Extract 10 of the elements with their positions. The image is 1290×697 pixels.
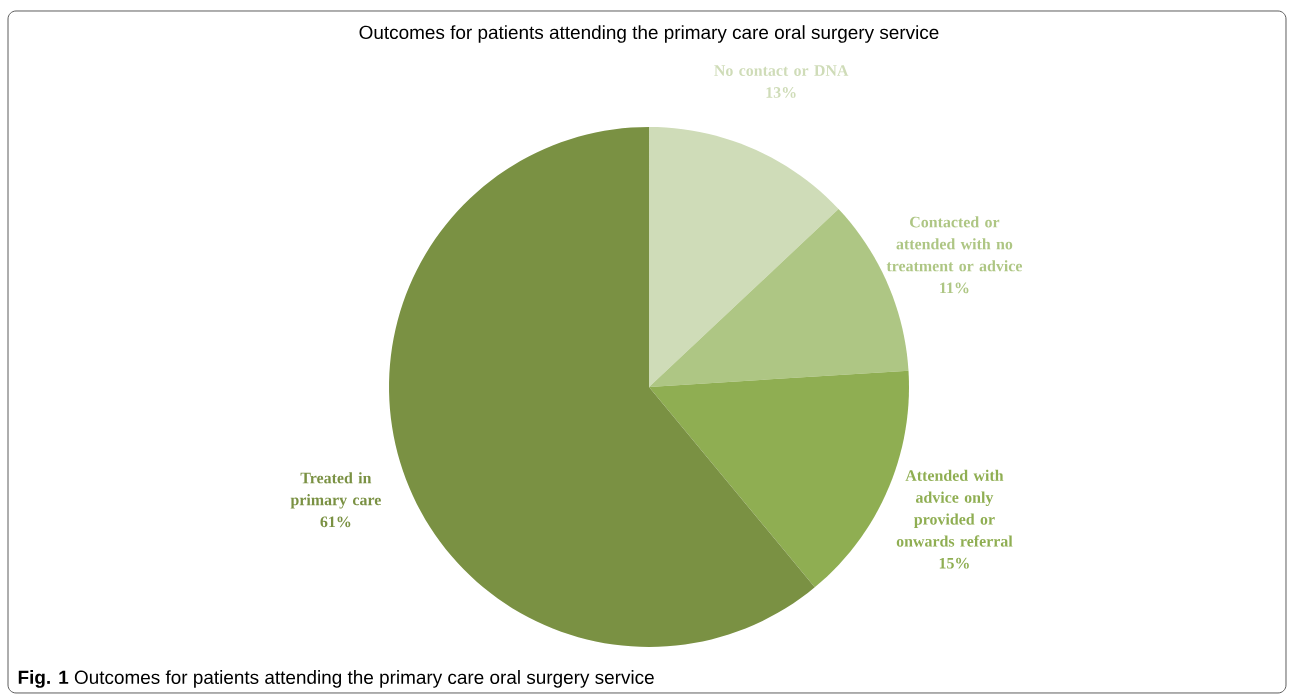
- data-label: 15%: [939, 557, 969, 569]
- data-label: 11%: [940, 282, 969, 294]
- data-label: 13%: [766, 87, 796, 98]
- data-label: 61%: [320, 516, 351, 528]
- chart-title: Outcomes for patients attending the primary care oral surgery service: [359, 25, 939, 43]
- slice-label: Treated in primary care: [290, 472, 381, 509]
- slice-label: No contact or DNA: [714, 65, 849, 76]
- slice-label: Contacted or attended with no treatment or advice: [886, 216, 1023, 272]
- slice-label: Attended with advice only provided or onwards referral: [896, 469, 1013, 547]
- text: Fig. 1 Outcomes for patients attending the primary care oral surgery service: [18, 670, 654, 688]
